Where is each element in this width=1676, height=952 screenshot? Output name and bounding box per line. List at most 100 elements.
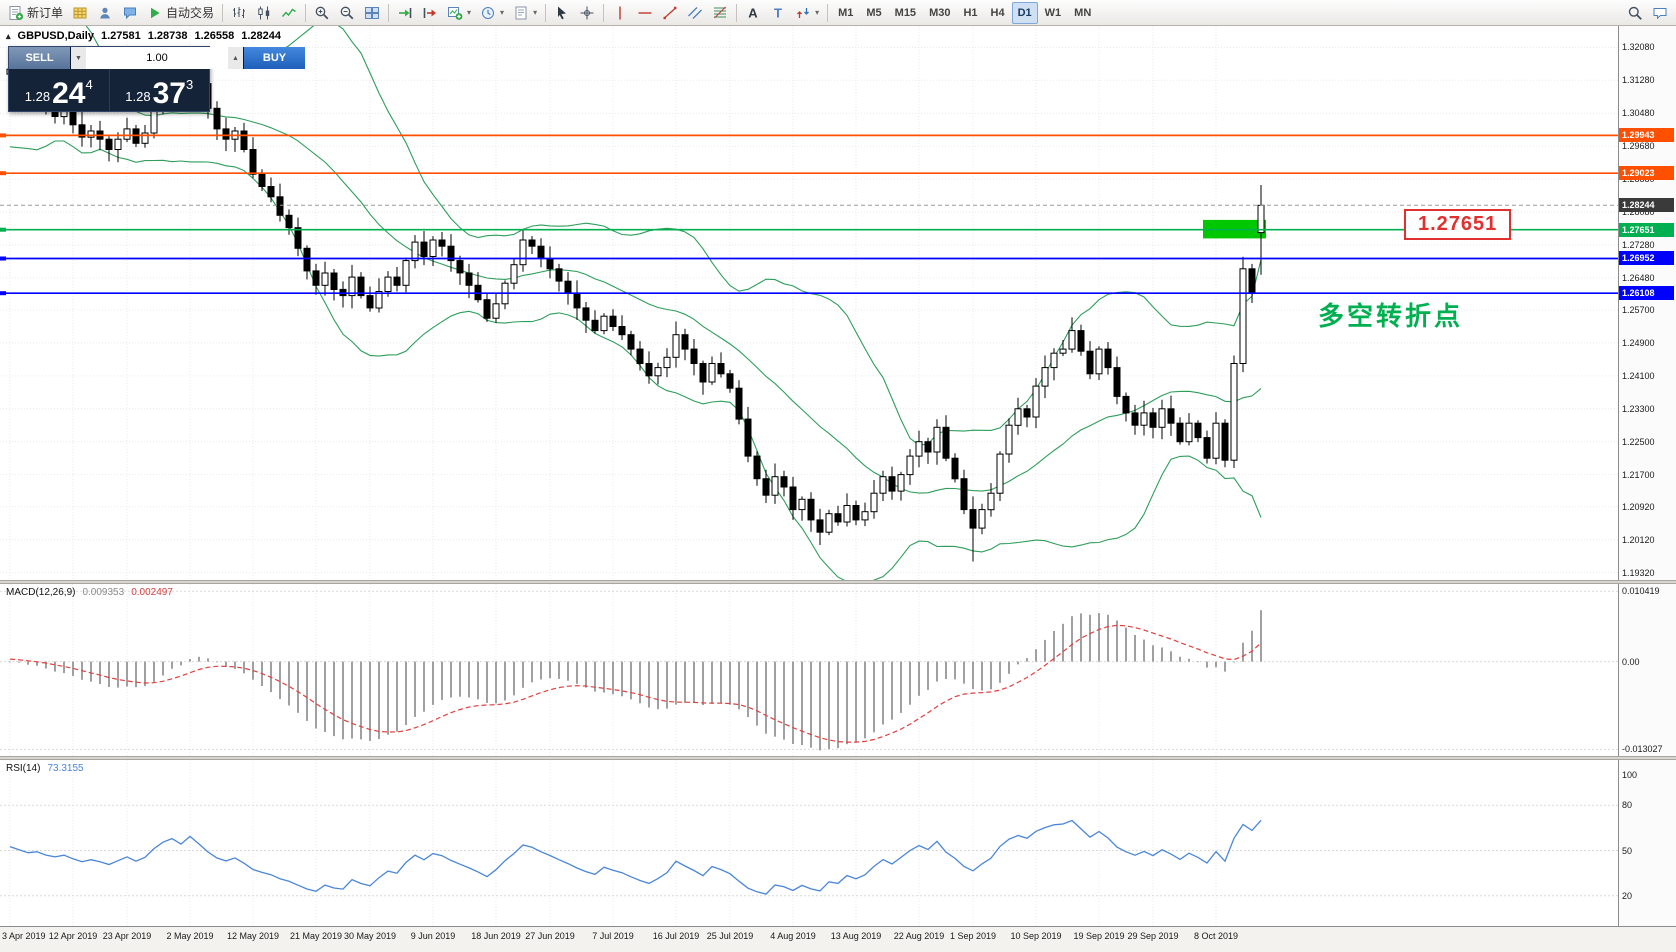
macd-header: MACD(12,26,9) 0.009353 0.002497 [6, 587, 173, 598]
zoom-in-icon [315, 6, 329, 19]
line-chart-button[interactable] [277, 2, 301, 24]
clock-icon [482, 6, 495, 19]
volume-stepper: ▼ ▲ [71, 47, 243, 69]
cursor-button[interactable] [550, 2, 574, 24]
equidistant-channel-button[interactable] [683, 2, 707, 24]
fibonacci-button[interactable] [708, 2, 732, 24]
autoscroll-icon [399, 7, 412, 18]
crosshair-button[interactable] [575, 2, 599, 24]
timeframe-h1-button[interactable]: H1 [957, 2, 983, 24]
search-button[interactable] [1623, 2, 1647, 24]
volume-increase-button[interactable]: ▲ [228, 47, 243, 69]
text-label-button[interactable]: T [766, 2, 790, 24]
timeframe-mn-button[interactable]: MN [1068, 2, 1097, 24]
rsi-value: 73.3155 [47, 763, 84, 774]
channel-icon [688, 6, 703, 19]
new-order-button[interactable]: 新订单 [4, 2, 67, 24]
timeframe-d1-button[interactable]: D1 [1011, 1, 1038, 24]
macd-name: MACD(12,26,9) [6, 587, 76, 598]
shift-icon [423, 7, 437, 18]
toolbar-separator [388, 3, 390, 22]
layouts-button[interactable] [68, 2, 92, 24]
newchart-icon [448, 6, 463, 20]
auto-scroll-button[interactable] [393, 2, 417, 24]
panel-divider[interactable] [0, 580, 1676, 584]
textA-icon: A [748, 5, 758, 20]
sell-button[interactable]: SELL [9, 47, 71, 69]
autotrading-button-label: 自动交易 [166, 6, 215, 20]
horizontal-line-button[interactable] [633, 2, 657, 24]
svg-text:A: A [748, 5, 758, 20]
buy-price[interactable]: 1.28 37 3 [110, 69, 210, 111]
timeframe-w1-button[interactable]: W1 [1039, 2, 1068, 24]
macd-main-value: 0.009353 [82, 587, 125, 598]
rsi-panel[interactable] [0, 760, 1618, 926]
toolbar-separator [222, 3, 224, 22]
autotrading-button[interactable]: 自动交易 [143, 2, 218, 24]
zoom-in-button[interactable] [310, 2, 334, 24]
buy-button[interactable]: BUY [243, 47, 305, 69]
timeframe-h4-button[interactable]: H4 [985, 2, 1011, 24]
timeframe-m5-button[interactable]: M5 [860, 2, 887, 24]
oneclick-collapse-icon[interactable]: ▴ [6, 30, 11, 41]
price-axis[interactable] [1618, 26, 1676, 926]
profile-button[interactable] [93, 2, 117, 24]
candlestick-chart-button[interactable] [252, 2, 276, 24]
rsi-header: RSI(14) 73.3155 [6, 763, 84, 774]
buy-price-figure: 1.28 [125, 89, 151, 104]
play-icon [151, 7, 160, 18]
sell-price-pips: 24 [52, 76, 86, 110]
refresh-button[interactable]: ▾ [476, 2, 508, 24]
symbol-timeframe-label: GBPUSD,Daily [17, 30, 94, 42]
price-callout-label[interactable]: 1.27651 [1404, 209, 1512, 240]
sell-price-figure: 1.28 [24, 89, 51, 104]
sell-price[interactable]: 1.28 24 4 [9, 69, 110, 111]
open-value: 1.27581 [100, 30, 141, 42]
toolbar-separator [736, 3, 738, 22]
grid-gold-icon [73, 7, 87, 18]
macd-panel[interactable] [0, 584, 1618, 756]
zoom-out-button[interactable] [335, 2, 359, 24]
timeframe-m15-button[interactable]: M15 [889, 2, 922, 24]
timeframe-m1-button[interactable]: M1 [832, 2, 859, 24]
fibo-icon [714, 6, 727, 18]
arrows-button[interactable]: ▾ [791, 2, 823, 24]
toolbar-separator [305, 3, 307, 22]
trend-icon [663, 6, 677, 19]
volume-input[interactable] [86, 47, 228, 69]
chevron-down-icon: ▾ [815, 8, 820, 17]
tile-windows-button[interactable] [360, 2, 384, 24]
panel-divider[interactable] [0, 756, 1676, 760]
turning-point-note[interactable]: 多空转折点 [1318, 301, 1464, 331]
buy-price-pips: 37 [152, 76, 186, 110]
sell-price-point: 4 [85, 77, 93, 92]
new-chart-button[interactable]: ▾ [443, 2, 475, 24]
bars-icon [233, 6, 246, 18]
person-icon [100, 7, 110, 18]
community-button[interactable] [118, 2, 142, 24]
time-axis[interactable] [0, 926, 1676, 952]
vertical-line-button[interactable] [608, 2, 632, 24]
bar-chart-button[interactable] [227, 2, 251, 24]
timeframe-m30-button[interactable]: M30 [923, 2, 956, 24]
chevron-down-icon: ▾ [500, 8, 505, 17]
trendline-button[interactable] [658, 2, 682, 24]
text-button[interactable]: A [741, 2, 765, 24]
toolbar-separator [545, 3, 547, 22]
search-icon [1628, 6, 1642, 20]
vline-icon [619, 6, 621, 19]
new-order-button-label: 新订单 [27, 6, 64, 20]
cursor-icon [558, 6, 567, 19]
templates-button[interactable]: ▾ [509, 2, 541, 24]
tiles-icon [365, 6, 380, 19]
notifications-button[interactable] [1648, 2, 1672, 24]
macd-signal-value: 0.002497 [131, 587, 173, 598]
hline-icon [638, 11, 652, 14]
template-icon [515, 6, 527, 19]
chart-shift-button[interactable] [418, 2, 442, 24]
new-order-icon [9, 5, 24, 20]
volume-decrease-button[interactable]: ▼ [71, 47, 86, 69]
rsi-name: RSI(14) [6, 763, 41, 774]
